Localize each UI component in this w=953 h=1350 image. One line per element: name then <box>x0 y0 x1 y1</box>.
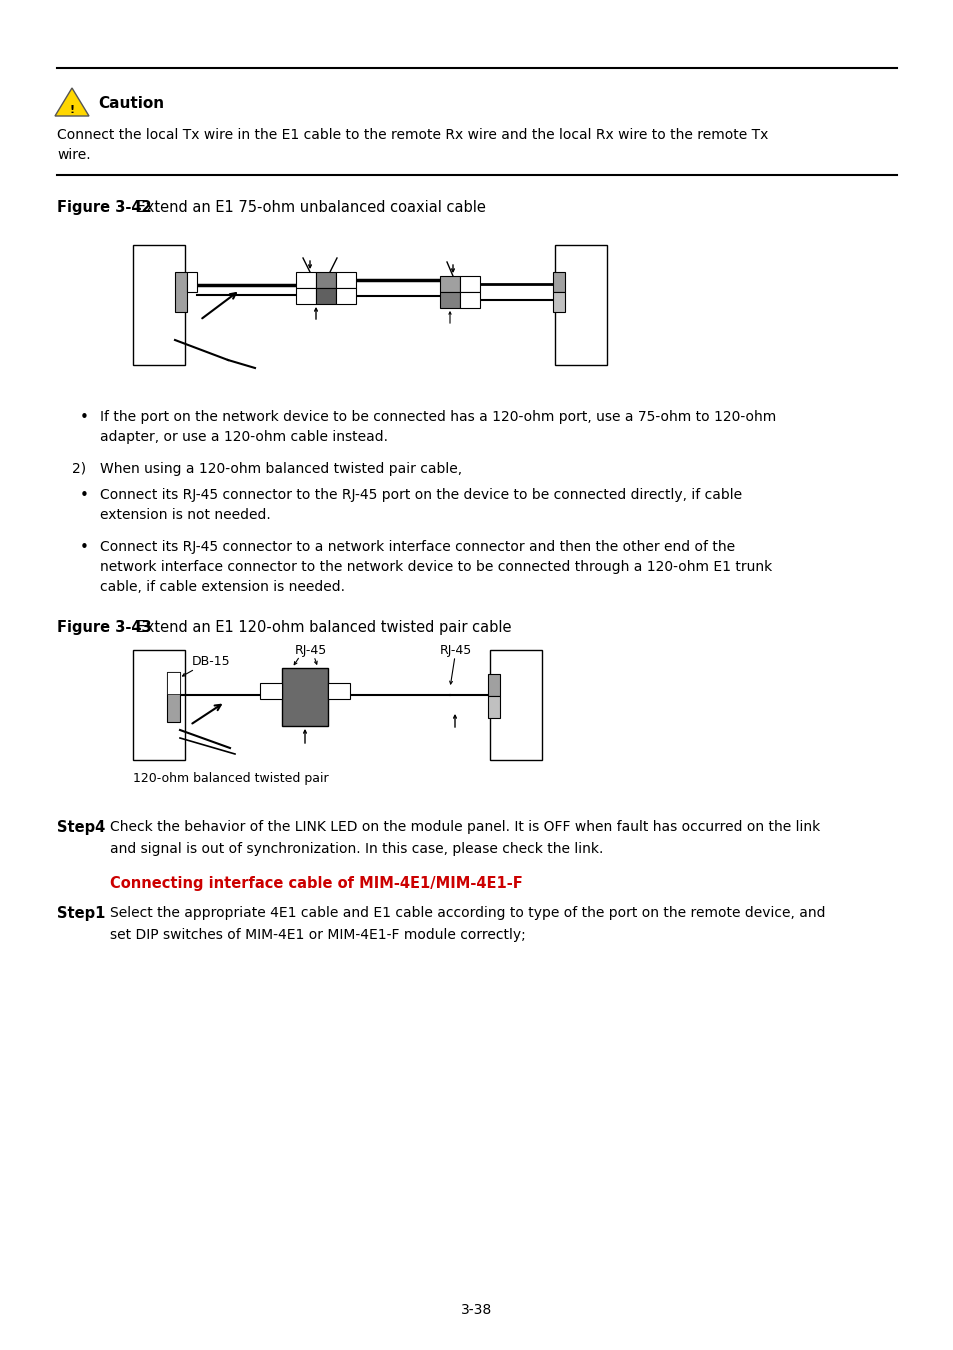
Text: Check the behavior of the LINK LED on the module panel. It is OFF when fault has: Check the behavior of the LINK LED on th… <box>110 819 820 834</box>
Text: Step1: Step1 <box>57 906 105 921</box>
Bar <box>328 683 350 699</box>
Text: When using a 120-ohm balanced twisted pair cable,: When using a 120-ohm balanced twisted pa… <box>100 462 461 477</box>
Text: Figure 3-43: Figure 3-43 <box>57 620 152 634</box>
Text: wire.: wire. <box>57 148 91 162</box>
Text: cable, if cable extension is needed.: cable, if cable extension is needed. <box>100 580 345 594</box>
Text: •: • <box>80 410 89 425</box>
Bar <box>490 649 541 760</box>
Text: Step4: Step4 <box>57 819 105 836</box>
Bar <box>315 271 335 288</box>
Bar <box>295 271 315 288</box>
Text: If the port on the network device to be connected has a 120-ohm port, use a 75-o: If the port on the network device to be … <box>100 410 776 424</box>
Text: set DIP switches of MIM-4E1 or MIM-4E1-F module correctly;: set DIP switches of MIM-4E1 or MIM-4E1-F… <box>110 927 525 942</box>
Text: Extend an E1 120-ohm balanced twisted pair cable: Extend an E1 120-ohm balanced twisted pa… <box>132 620 511 634</box>
Bar <box>488 697 499 718</box>
Text: Figure 3-42: Figure 3-42 <box>57 200 152 215</box>
Text: RJ-45: RJ-45 <box>294 644 327 657</box>
Bar <box>439 275 459 292</box>
Bar <box>335 271 355 288</box>
Bar <box>260 683 282 699</box>
Text: 3-38: 3-38 <box>461 1303 492 1318</box>
Bar <box>459 292 479 308</box>
Text: •: • <box>80 540 89 555</box>
Bar <box>174 271 187 312</box>
Text: •: • <box>80 487 89 504</box>
Bar <box>335 288 355 304</box>
Bar <box>459 275 479 292</box>
Text: Extend an E1 75-ohm unbalanced coaxial cable: Extend an E1 75-ohm unbalanced coaxial c… <box>132 200 485 215</box>
Bar <box>132 244 185 364</box>
Bar <box>167 672 180 694</box>
Text: 120-ohm balanced twisted pair: 120-ohm balanced twisted pair <box>132 772 328 784</box>
Text: extension is not needed.: extension is not needed. <box>100 508 271 522</box>
Text: DB-15: DB-15 <box>192 655 231 668</box>
Bar <box>187 271 196 292</box>
Text: RJ-45: RJ-45 <box>439 644 472 657</box>
Bar <box>295 288 315 304</box>
Polygon shape <box>55 88 89 116</box>
Text: Connect the local Tx wire in the E1 cable to the remote Rx wire and the local Rx: Connect the local Tx wire in the E1 cabl… <box>57 128 767 142</box>
Text: adapter, or use a 120-ohm cable instead.: adapter, or use a 120-ohm cable instead. <box>100 431 388 444</box>
Bar <box>555 244 606 364</box>
Bar <box>167 672 180 722</box>
Bar <box>553 292 564 312</box>
Text: Connect its RJ-45 connector to a network interface connector and then the other : Connect its RJ-45 connector to a network… <box>100 540 735 553</box>
Text: network interface connector to the network device to be connected through a 120-: network interface connector to the netwo… <box>100 560 771 574</box>
Text: Connect its RJ-45 connector to the RJ-45 port on the device to be connected dire: Connect its RJ-45 connector to the RJ-45… <box>100 487 741 502</box>
Bar <box>315 288 335 304</box>
Text: and signal is out of synchronization. In this case, please check the link.: and signal is out of synchronization. In… <box>110 842 602 856</box>
Bar <box>488 674 499 697</box>
Text: 2): 2) <box>71 462 86 477</box>
Bar <box>282 668 328 726</box>
Text: !: ! <box>70 105 74 115</box>
Bar <box>553 271 564 292</box>
Bar <box>439 292 459 308</box>
Text: Select the appropriate 4E1 cable and E1 cable according to type of the port on t: Select the appropriate 4E1 cable and E1 … <box>110 906 824 919</box>
Text: Connecting interface cable of MIM-4E1/MIM-4E1-F: Connecting interface cable of MIM-4E1/MI… <box>110 876 522 891</box>
Text: Caution: Caution <box>98 96 164 111</box>
Bar <box>132 649 185 760</box>
